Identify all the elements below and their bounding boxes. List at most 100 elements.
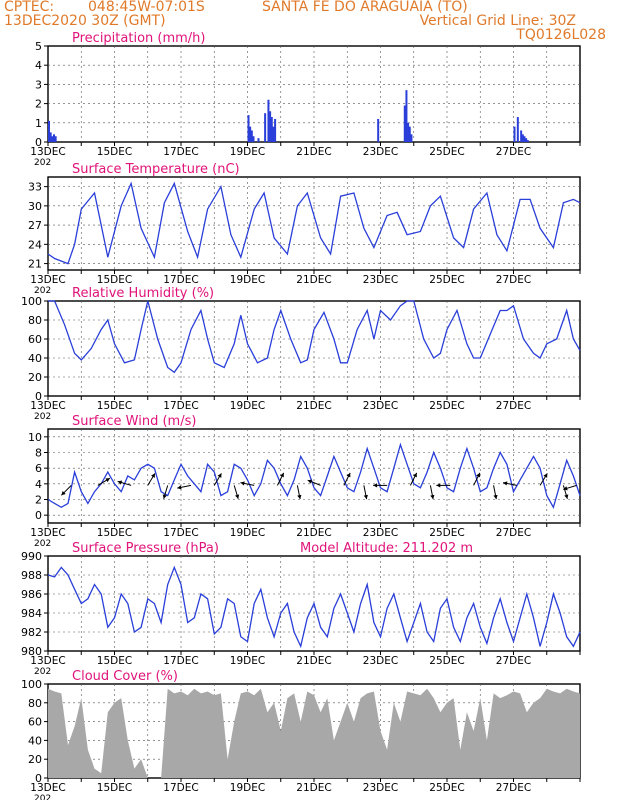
pressure-xtick-label: 19DEC [230, 655, 265, 667]
wind-xtick-label: 13DEC [30, 527, 65, 539]
pressure-ytick-label: 986 [21, 588, 42, 601]
header-datetime: 13DEC2020 30Z (GMT) [4, 13, 166, 29]
pressure-ytick-label: 988 [21, 569, 42, 582]
wind-arrow-head [162, 494, 167, 499]
temperature-xtick-label: 23DEC [363, 274, 398, 286]
temperature-ytick-label: 24 [28, 238, 42, 251]
pressure-xtick-label: 27DEC [496, 655, 531, 667]
precipitation-bar [408, 126, 411, 142]
precipitation-bar [269, 111, 272, 142]
precipitation-bar [526, 140, 529, 142]
wind-arrow-head [430, 494, 435, 500]
wind-arrow-head [217, 473, 222, 478]
pressure-ytick-label: 980 [21, 645, 42, 658]
pressure-xtick-label: 13DEC [30, 655, 65, 667]
precipitation-bar [516, 117, 519, 142]
precipitation-ytick-label: 3 [35, 78, 42, 91]
pressure-xtick-label: 21DEC [296, 655, 331, 667]
cloud-cover-title: Cloud Cover (%) [72, 669, 178, 684]
precipitation-xtick-sub: 202 [34, 158, 51, 168]
humidity-xtick-sub: 202 [34, 412, 51, 422]
temperature-xtick-label: 21DEC [296, 274, 331, 286]
precipitation-bar [247, 115, 250, 142]
pressure-xtick-label: 15DEC [97, 655, 132, 667]
temperature-xtick-label: 17DEC [163, 274, 198, 286]
cloud-cover-xtick-label: 21DEC [296, 782, 331, 794]
precipitation-bar [264, 113, 267, 142]
pressure-xtick-sub: 202 [34, 667, 51, 677]
humidity-ytick-label: 80 [28, 314, 42, 327]
wind-series-line [47, 442, 581, 509]
precipitation-bar [270, 117, 273, 142]
humidity-ytick-label: 0 [35, 390, 42, 403]
pressure-ytick-label: 982 [21, 626, 42, 639]
precipitation-ytick-label: 1 [35, 117, 42, 130]
cloud-cover-ytick-label: 0 [35, 772, 42, 785]
precipitation-xtick-label: 15DEC [97, 146, 132, 158]
precipitation-ytick-label: 4 [35, 59, 42, 72]
humidity-xtick-label: 13DEC [30, 400, 65, 412]
cloud-cover-xtick-label: 25DEC [429, 782, 464, 794]
precipitation-xtick-label: 17DEC [163, 146, 198, 158]
precipitation-bar [410, 134, 413, 142]
precipitation-bar [403, 105, 406, 142]
wind-arrow-head [235, 494, 240, 499]
humidity-xtick-label: 23DEC [363, 400, 398, 412]
wind-arrow-head [105, 478, 110, 483]
wind-xtick-label: 15DEC [97, 527, 132, 539]
precipitation-bar [267, 99, 270, 142]
precipitation-bar [523, 136, 526, 142]
pressure-xtick-label: 23DEC [363, 655, 398, 667]
wind-arrow-head [151, 473, 155, 478]
temperature-xtick-label: 19DEC [230, 274, 265, 286]
cloud-cover-xtick-label: 23DEC [363, 782, 398, 794]
wind-ytick-label: 0 [35, 509, 42, 522]
temperature-xtick-label: 15DEC [97, 274, 132, 286]
wind-arrow-head [61, 490, 66, 496]
precipitation-bar [54, 136, 57, 142]
wind-arrow-head [307, 479, 313, 484]
cloud-cover-xtick-label: 17DEC [163, 782, 198, 794]
wind-arrow-head [363, 494, 368, 500]
humidity-ytick-label: 60 [28, 333, 42, 346]
precipitation-xtick-label: 21DEC [296, 146, 331, 158]
precipitation-ytick-label: 2 [35, 98, 42, 111]
wind-arrow-head [563, 486, 568, 491]
model-altitude-label: Model Altitude: 211.202 m [300, 541, 473, 556]
precipitation-xtick-label: 13DEC [30, 146, 65, 158]
temperature-xtick-label: 13DEC [30, 274, 65, 286]
header-coords: 048:45W-07:01S [88, 0, 205, 15]
wind-arrow-head [543, 473, 548, 478]
humidity-ytick-label: 20 [28, 371, 42, 384]
humidity-xtick-label: 19DEC [230, 400, 265, 412]
cloud-cover-ytick-label: 100 [21, 678, 42, 691]
humidity-xtick-label: 25DEC [429, 400, 464, 412]
wind-arrow-head [346, 472, 351, 478]
precipitation-bar [521, 134, 524, 142]
wind-arrow-head [503, 481, 508, 486]
temperature-ytick-label: 27 [28, 219, 42, 232]
precipitation-bar [49, 132, 52, 142]
wind-arrow-head [279, 472, 284, 478]
cloud-cover-xtick-label: 13DEC [30, 782, 65, 794]
wind-arrow-head [297, 494, 302, 500]
wind-xtick-label: 23DEC [363, 527, 398, 539]
humidity-xtick-label: 15DEC [97, 400, 132, 412]
humidity-ytick-label: 40 [28, 352, 42, 365]
wind-arrow-head [436, 483, 441, 488]
header-location: SANTA FE DO ARAGUAIA (TO) [262, 0, 468, 15]
header-code: TQ0126L028 [516, 27, 606, 43]
temperature-xtick-sub: 202 [34, 286, 51, 296]
wind-xtick-label: 19DEC [230, 527, 265, 539]
temperature-title: Surface Temperature (nC) [72, 162, 240, 177]
wind-ytick-label: 10 [28, 431, 42, 444]
precipitation-bar [520, 130, 523, 142]
humidity-xtick-label: 27DEC [496, 400, 531, 412]
header-org: CPTEC: [4, 0, 55, 15]
precipitation-bar [407, 122, 410, 142]
cloud-cover-xtick-label: 27DEC [496, 782, 531, 794]
humidity-xtick-label: 21DEC [296, 400, 331, 412]
pressure-title: Surface Pressure (hPa) [72, 541, 219, 556]
precipitation-xtick-label: 25DEC [429, 146, 464, 158]
precipitation-bar [52, 134, 55, 142]
